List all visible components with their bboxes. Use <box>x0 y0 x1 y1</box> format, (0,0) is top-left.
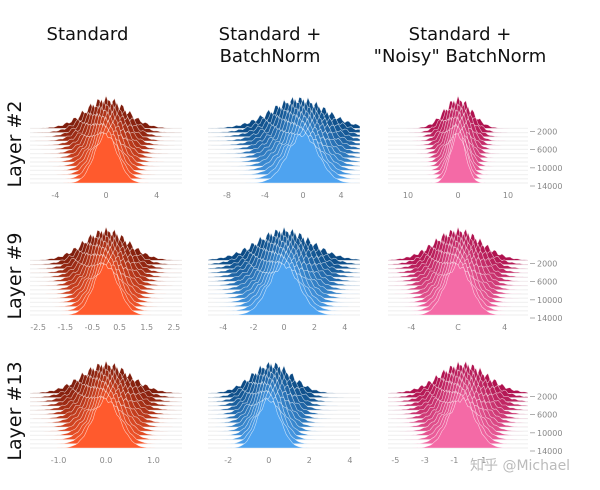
x-tick-label: 10 <box>403 191 413 200</box>
column-title-batchnorm: Standard + BatchNorm <box>218 24 322 67</box>
ridge-series-11 <box>208 388 360 436</box>
step-label: 14000 <box>537 182 562 191</box>
x-tick-label: -1.5 <box>57 323 73 332</box>
ridge-series-9 <box>208 383 360 428</box>
x-tick-label: 4 <box>347 456 352 465</box>
x-tick-label: 4 <box>338 191 343 200</box>
x-tick-label: 0 <box>455 191 460 200</box>
x-tick-label: -4 <box>407 323 415 332</box>
x-tick-label: -0.5 <box>85 323 101 332</box>
x-tick-label: 1 <box>481 456 486 465</box>
ridge-series-14 <box>30 263 182 316</box>
step-label: 6000 <box>537 411 557 420</box>
x-tick-label: 0 <box>266 456 271 465</box>
x-tick-label: 0 <box>103 191 108 200</box>
ridge-series-14 <box>388 397 528 449</box>
x-tick-label: -5 <box>391 456 399 465</box>
ridge-series-14 <box>208 132 361 184</box>
x-tick-label: -4 <box>261 191 269 200</box>
x-tick-label: 2 <box>312 323 317 332</box>
step-label: 2000 <box>537 392 557 401</box>
x-tick-label: 1.0 <box>147 456 160 465</box>
x-tick-label: -3 <box>421 456 429 465</box>
x-tick-label: 2 <box>307 456 312 465</box>
x-tick-label: -4 <box>51 191 59 200</box>
ridge-series-14 <box>30 397 182 449</box>
x-tick-label: 0.5 <box>113 323 126 332</box>
x-tick-label: -8 <box>223 191 231 200</box>
x-tick-label: 0 <box>281 323 286 332</box>
column-title-standard: Standard <box>46 24 129 45</box>
x-tick-label: 0.0 <box>100 456 113 465</box>
ridge-series-14 <box>388 262 528 316</box>
ridge-series-12 <box>208 390 360 440</box>
x-tick-label: -2 <box>250 323 258 332</box>
column-title-noisy-batchnorm: Standard + "Noisy" BatchNorm <box>373 24 547 67</box>
step-label: 14000 <box>537 314 562 323</box>
step-label: 2000 <box>537 259 557 268</box>
ridge-series-14 <box>388 133 528 184</box>
step-label: 14000 <box>537 447 562 456</box>
x-tick-label: 4 <box>502 323 507 332</box>
ridge-series-14 <box>208 397 360 449</box>
x-tick-label: 4 <box>342 323 347 332</box>
x-tick-label: -2 <box>224 456 232 465</box>
ridge-series-10 <box>208 384 360 432</box>
x-tick-label: -4 <box>219 323 227 332</box>
step-label: 10000 <box>537 296 562 305</box>
x-tick-label: -2.5 <box>30 323 46 332</box>
x-tick-label: 0 <box>300 191 305 200</box>
ridge-series-14 <box>30 132 182 184</box>
x-tick-label: 2.5 <box>167 323 180 332</box>
x-tick-label: 4 <box>154 191 159 200</box>
step-label: 2000 <box>537 127 557 136</box>
x-tick-label: -1.0 <box>51 456 67 465</box>
x-tick-label: 1.5 <box>140 323 153 332</box>
x-tick-label: C <box>455 323 461 332</box>
x-tick-label: -1 <box>450 456 458 465</box>
step-label: 6000 <box>537 146 557 155</box>
step-label: 6000 <box>537 278 557 287</box>
x-tick-label: 10 <box>503 191 513 200</box>
watermark: 知乎 @Michael <box>470 458 571 474</box>
ridge-series-14 <box>208 262 360 316</box>
step-label: 10000 <box>537 429 562 438</box>
step-label: 10000 <box>537 164 562 173</box>
